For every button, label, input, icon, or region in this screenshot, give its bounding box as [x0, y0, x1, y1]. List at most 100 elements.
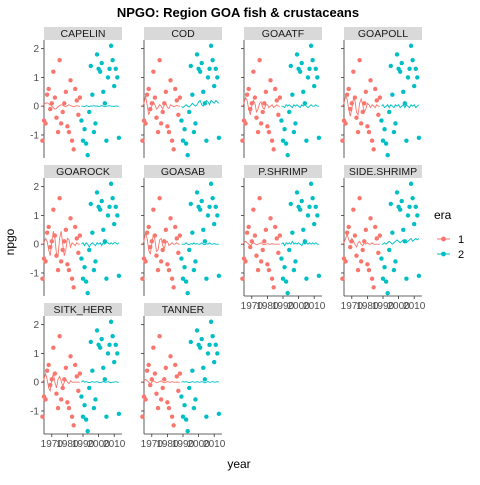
data-point-era1 — [176, 388, 181, 394]
y-tick-label: -1 — [30, 406, 39, 417]
data-point-era1 — [68, 354, 73, 359]
data-point-era2 — [415, 213, 420, 218]
data-point-era1 — [71, 147, 76, 152]
data-point-era2 — [216, 273, 222, 279]
data-point-era2 — [282, 127, 287, 132]
data-point-era2 — [199, 60, 204, 66]
data-point-era2 — [79, 256, 84, 261]
data-point-era1 — [252, 233, 258, 238]
y-tick-label: 0 — [33, 240, 39, 251]
data-point-era1 — [343, 259, 348, 264]
data-point-era2 — [415, 75, 420, 80]
data-point-era2 — [290, 230, 295, 235]
data-point-era2 — [194, 328, 200, 333]
fit-line-era2 — [81, 105, 119, 108]
y-tick-label: 1 — [33, 211, 39, 222]
data-point-era2 — [202, 239, 208, 244]
data-point-era1 — [162, 377, 167, 382]
data-point-era2 — [91, 405, 97, 411]
data-point-era2 — [79, 118, 84, 123]
data-point-era2 — [101, 365, 106, 370]
data-point-era1 — [268, 216, 273, 221]
data-point-era1 — [377, 95, 383, 100]
x-tick-label: 2000 — [287, 301, 310, 312]
data-point-era1 — [173, 86, 178, 92]
data-point-era1 — [254, 115, 259, 120]
data-point-era2 — [313, 66, 318, 71]
data-point-era2 — [104, 414, 109, 419]
data-point-era2 — [208, 319, 214, 324]
data-point-era1 — [55, 405, 61, 411]
data-point-era1 — [263, 227, 269, 232]
data-point-era1 — [49, 239, 54, 244]
data-point-era1 — [173, 362, 178, 368]
data-point-era2 — [310, 57, 315, 63]
data-point-era2 — [110, 333, 115, 339]
data-point-era2 — [279, 256, 284, 261]
data-point-era1 — [265, 124, 270, 129]
data-point-era1 — [171, 423, 176, 428]
data-point-era2 — [179, 256, 184, 261]
data-point-era1 — [265, 262, 270, 267]
data-point-era2 — [197, 69, 203, 74]
data-point-era2 — [283, 141, 289, 146]
data-point-era1 — [52, 371, 58, 376]
facet-panel: GOAROCK -1 0 1 2 — [30, 165, 122, 296]
data-point-era2 — [82, 127, 87, 132]
data-point-era2 — [402, 239, 408, 244]
x-tick-label: 2010 — [403, 301, 426, 312]
data-point-era2 — [110, 195, 115, 201]
data-point-era1 — [144, 230, 150, 235]
data-point-era2 — [116, 135, 122, 141]
y-tick-label: 0 — [33, 378, 39, 389]
data-point-era2 — [191, 405, 197, 411]
data-point-era2 — [204, 276, 209, 281]
data-point-era2 — [112, 221, 117, 227]
data-point-era2 — [79, 394, 84, 399]
data-point-era2 — [188, 63, 193, 69]
data-point-era2 — [205, 75, 211, 80]
data-point-era2 — [180, 138, 186, 143]
data-point-era2 — [302, 101, 308, 106]
facet-strip — [344, 165, 422, 178]
data-point-era2 — [90, 368, 95, 373]
x-tick-label: 1980 — [56, 439, 79, 450]
data-point-era1 — [77, 233, 83, 238]
data-point-era1 — [176, 250, 181, 256]
data-point-era1 — [155, 405, 161, 411]
data-point-era2 — [310, 195, 315, 201]
data-point-era2 — [299, 198, 304, 204]
data-point-era2 — [90, 92, 95, 97]
x-tick-label: 1990 — [172, 439, 195, 450]
data-point-era1 — [140, 138, 145, 143]
data-point-era2 — [307, 204, 312, 209]
data-point-era2 — [115, 75, 120, 80]
data-point-era1 — [262, 101, 267, 106]
data-point-era1 — [169, 138, 175, 143]
data-point-era1 — [163, 365, 169, 370]
data-point-era1 — [151, 69, 156, 74]
data-point-era2 — [199, 336, 204, 342]
chart-title: NPGO: Region GOA fish & crustaceans — [117, 5, 359, 20]
data-point-era2 — [188, 201, 193, 207]
data-point-era2 — [108, 43, 114, 48]
data-point-era1 — [262, 239, 267, 244]
data-point-era1 — [163, 89, 169, 95]
data-point-era2 — [94, 190, 100, 195]
data-point-era2 — [187, 385, 192, 391]
facet-label: GOAROCK — [56, 166, 110, 178]
data-point-era1 — [244, 230, 250, 235]
data-point-era2 — [105, 75, 111, 80]
data-point-era1 — [77, 95, 83, 100]
data-point-era1 — [258, 121, 264, 126]
data-point-era1 — [368, 216, 373, 221]
data-point-era1 — [151, 207, 156, 212]
facet-strip — [344, 27, 422, 40]
data-point-era1 — [43, 121, 48, 126]
data-point-era2 — [215, 351, 220, 356]
data-point-era1 — [65, 262, 70, 267]
data-point-era1 — [162, 239, 167, 244]
data-point-era1 — [44, 92, 50, 97]
data-point-era2 — [301, 227, 306, 232]
